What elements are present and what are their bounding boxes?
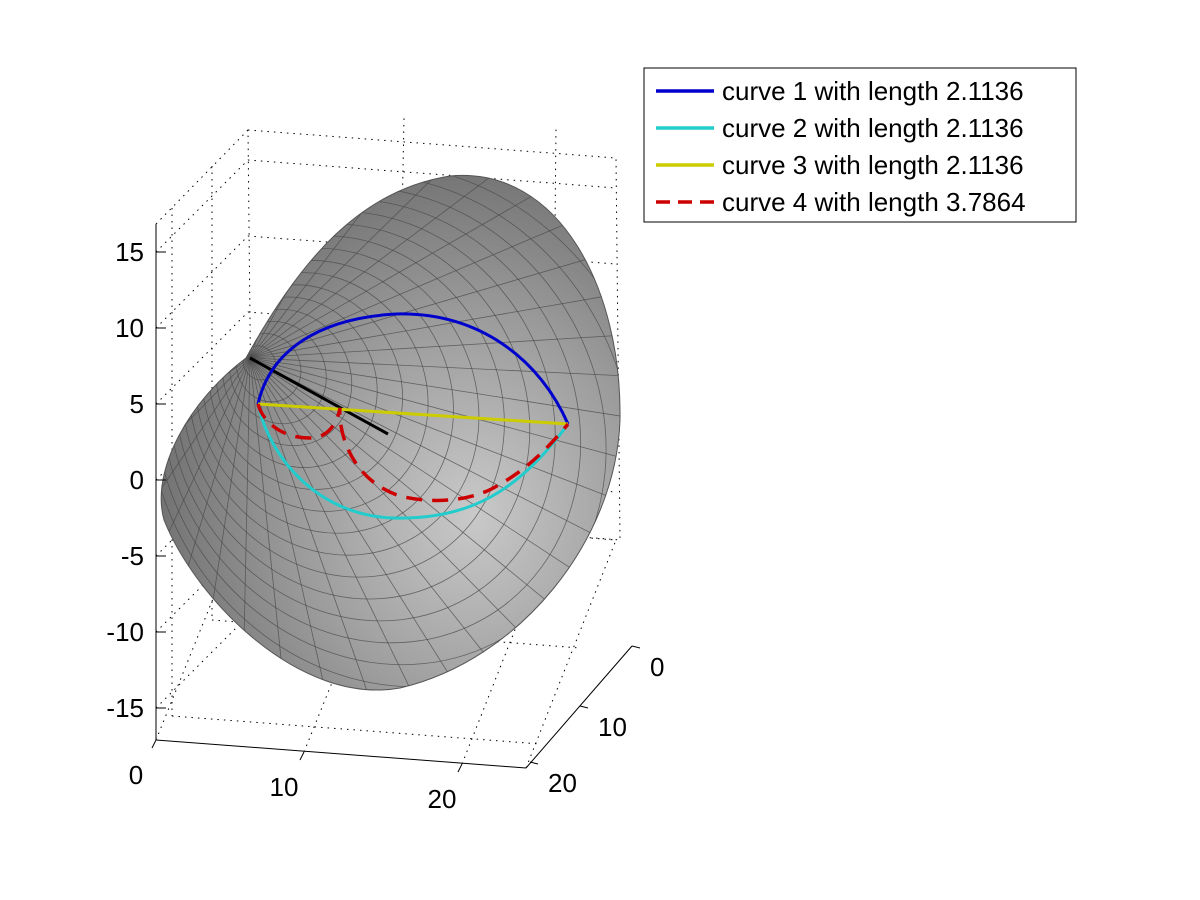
mesh-generator-line	[161, 198, 251, 359]
x-tick-label: 0	[129, 760, 143, 790]
z-tick-label: 0	[130, 465, 144, 495]
legend-label: curve 2 with length 2.1136	[722, 113, 1024, 143]
data-curves	[249, 312, 570, 520]
legend-entries: curve 1 with length 2.1136 curve 2 with l…	[656, 76, 1026, 217]
axes	[155, 224, 633, 769]
z-tick-label: 10	[115, 313, 144, 343]
series-curve-4	[256, 403, 570, 503]
x-tick-mark	[151, 739, 157, 749]
series-curve-1	[256, 312, 570, 425]
mesh-generator-line	[249, 175, 444, 359]
mesh-generator-line	[249, 175, 543, 359]
y-axis-line	[525, 645, 633, 769]
x-tick-label: 10	[270, 772, 299, 802]
legend-box	[643, 67, 1077, 223]
mesh-generator-line	[161, 357, 251, 381]
y-tick-mark	[579, 705, 589, 709]
mesh-generator-line	[249, 357, 621, 433]
y-tick-label: 20	[548, 768, 577, 798]
x-tick-mark	[457, 763, 463, 773]
grid-line	[155, 539, 249, 633]
mesh-generator-line	[249, 357, 621, 535]
x-axis-line	[155, 739, 527, 769]
z-tick-label: -15	[106, 693, 144, 723]
mesh-generator-line	[249, 357, 444, 691]
legend-item: curve 1 with length 2.1136	[656, 76, 1024, 106]
mesh-generator-line	[241, 175, 251, 359]
mesh-generator-line	[249, 357, 621, 381]
y-axis-ticks: 0 10 20	[529, 645, 664, 798]
grid-line	[155, 159, 617, 253]
legend-item: curve 3 with length 2.1136	[656, 150, 1024, 180]
series-curve-2	[256, 403, 570, 520]
y-tick-label: 10	[598, 712, 627, 742]
mesh-generator-line	[161, 357, 251, 583]
legend-label: curve 3 with length 2.1136	[722, 150, 1024, 180]
grid-line	[155, 615, 249, 709]
z-tick-label: -10	[106, 617, 144, 647]
mesh-generator-line	[197, 175, 251, 359]
z-axis-ticks: 15 10 5 0 -5 -10 -15	[106, 237, 166, 723]
grid-line	[171, 715, 541, 745]
z-tick-label: -5	[121, 541, 144, 571]
cone-body	[160, 174, 621, 691]
z-tick-label: 5	[130, 389, 144, 419]
legend: curve 1 with length 2.1136 curve 2 with l…	[643, 67, 1077, 223]
mesh-generator-line	[249, 175, 587, 359]
mesh-generator-line	[161, 357, 251, 627]
y-tick-label: 0	[650, 652, 664, 682]
x-axis-ticks: 0 10 20	[129, 739, 463, 814]
x-tick-label: 20	[428, 784, 457, 814]
mesh-generator-line	[249, 357, 621, 485]
mesh-generator-line	[161, 329, 251, 359]
grid-line	[155, 235, 617, 329]
z-tick-label: 15	[115, 237, 144, 267]
grid-line	[155, 311, 617, 405]
legend-item: curve 4 with length 3.7864	[656, 187, 1026, 217]
legend-label: curve 4 with length 3.7864	[722, 187, 1026, 217]
legend-label: curve 1 with length 2.1136	[722, 76, 1024, 106]
mesh-generator-line	[249, 175, 495, 359]
y-tick-mark	[529, 761, 539, 765]
mesh-generator-line	[249, 329, 621, 359]
y-tick-mark	[631, 645, 641, 649]
legend-item: curve 2 with length 2.1136	[656, 113, 1024, 143]
x-tick-mark	[299, 751, 305, 761]
series-curve-3	[257, 402, 569, 426]
